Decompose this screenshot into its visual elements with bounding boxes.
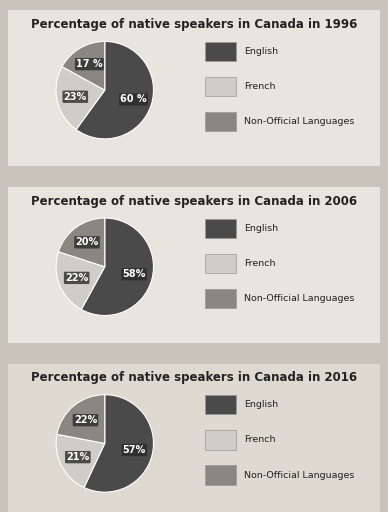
Text: 20%: 20% [75,238,99,247]
Text: English: English [244,47,279,56]
Text: 60 %: 60 % [120,95,147,104]
Text: English: English [244,400,279,410]
Text: Non-Official Languages: Non-Official Languages [244,117,355,126]
FancyBboxPatch shape [205,77,236,96]
Text: English: English [244,224,279,233]
Wedge shape [56,67,105,130]
Wedge shape [76,41,154,139]
FancyBboxPatch shape [205,395,236,415]
Text: French: French [244,259,276,268]
Wedge shape [56,434,105,487]
Text: Percentage of native speakers in Canada in 2016: Percentage of native speakers in Canada … [31,371,357,385]
FancyBboxPatch shape [205,254,236,273]
Text: 58%: 58% [122,269,146,279]
Text: French: French [244,436,276,444]
Wedge shape [57,395,105,443]
Text: 21%: 21% [66,452,90,462]
FancyBboxPatch shape [205,465,236,484]
FancyBboxPatch shape [205,289,236,308]
FancyBboxPatch shape [205,42,236,61]
Wedge shape [81,218,154,315]
Text: French: French [244,82,276,91]
FancyBboxPatch shape [205,219,236,238]
Text: 23%: 23% [64,92,87,102]
Text: Non-Official Languages: Non-Official Languages [244,294,355,303]
Wedge shape [62,41,105,90]
Text: 22%: 22% [65,273,88,283]
Text: Percentage of native speakers in Canada in 1996: Percentage of native speakers in Canada … [31,18,357,31]
Text: 57%: 57% [123,445,146,455]
Wedge shape [84,395,154,492]
Wedge shape [56,252,105,309]
Text: 17 %: 17 % [76,59,103,69]
Text: Percentage of native speakers in Canada in 2006: Percentage of native speakers in Canada … [31,195,357,208]
Wedge shape [59,218,105,267]
FancyBboxPatch shape [205,112,236,131]
FancyBboxPatch shape [205,431,236,450]
Text: Non-Official Languages: Non-Official Languages [244,471,355,480]
Text: 22%: 22% [74,415,97,425]
